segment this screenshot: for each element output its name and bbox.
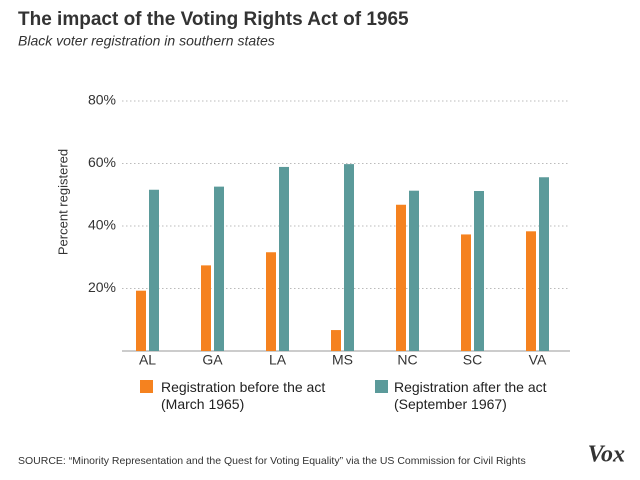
bar <box>201 265 211 351</box>
logo: Vox <box>588 442 625 468</box>
bar <box>461 234 471 351</box>
x-tick-label: NC <box>397 352 417 368</box>
y-tick-label: 60% <box>88 154 116 170</box>
bar <box>279 166 289 351</box>
x-tick-label: GA <box>202 352 223 368</box>
y-tick-label: 20% <box>88 279 116 295</box>
bar <box>539 177 549 351</box>
x-tick-label: SC <box>463 352 482 368</box>
bar <box>149 189 159 351</box>
x-tick-label: AL <box>139 352 156 368</box>
x-tick-label: MS <box>332 352 353 368</box>
y-tick-label: 40% <box>88 217 116 233</box>
bar <box>409 190 419 351</box>
source: SOURCE: “Minority Representation and the… <box>18 455 526 467</box>
legend-swatch <box>140 380 153 393</box>
bar <box>331 330 341 351</box>
bar <box>526 231 536 351</box>
chart-title: The impact of the Voting Rights Act of 1… <box>18 9 409 30</box>
legend-swatch <box>375 380 388 393</box>
legend-label: Registration before the act (March 1965) <box>161 379 326 412</box>
legend-label: Registration after the act (September 19… <box>394 379 547 412</box>
bar <box>344 164 354 351</box>
y-tick-label: 80% <box>88 92 116 108</box>
bar <box>136 290 146 351</box>
chart-subtitle: Black voter registration in southern sta… <box>18 33 275 49</box>
bar <box>266 252 276 351</box>
y-axis-label: Percent registered <box>55 149 70 255</box>
bar <box>396 204 406 351</box>
bar <box>214 186 224 351</box>
bar <box>474 191 484 351</box>
x-tick-label: VA <box>529 352 547 368</box>
x-tick-label: LA <box>269 352 287 368</box>
